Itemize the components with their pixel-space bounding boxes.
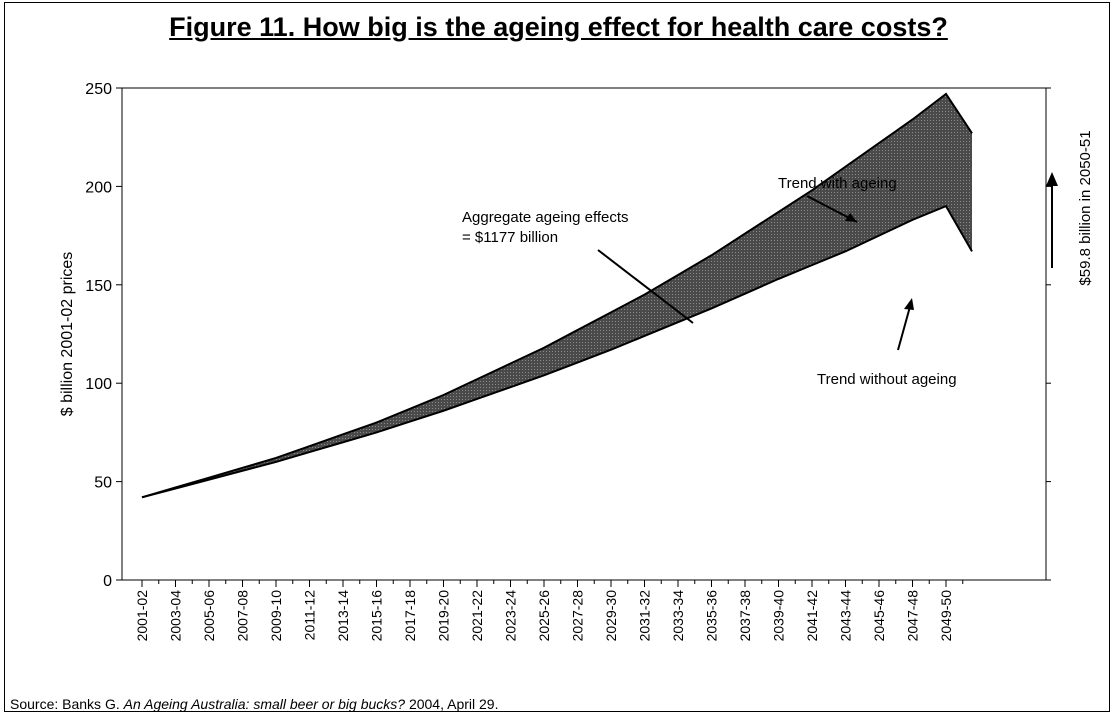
y-tick-label: 50 bbox=[94, 475, 112, 492]
x-tick-label: 2023-24 bbox=[503, 590, 519, 642]
trend-without-ageing-pointer bbox=[897, 302, 912, 351]
plot-border bbox=[121, 87, 1047, 581]
x-tick-label: 2013-14 bbox=[335, 590, 351, 642]
y-tick-label: 0 bbox=[103, 573, 112, 590]
x-tick-label: 2049-50 bbox=[938, 590, 954, 642]
y-tick-label: 250 bbox=[85, 81, 112, 98]
y-axis-title: $ billion 2001-02 prices bbox=[59, 252, 76, 417]
y-tick-label: 150 bbox=[85, 278, 112, 295]
figure-frame bbox=[4, 2, 1110, 712]
x-tick-label: 2017-18 bbox=[402, 590, 418, 642]
x-tick-label: 2015-16 bbox=[369, 590, 385, 642]
aggregate-label-line2: = $1177 billion bbox=[462, 229, 558, 246]
source-citation: Source: Banks G. An Ageing Australia: sm… bbox=[10, 696, 498, 712]
aggregate-pointer bbox=[597, 249, 694, 324]
x-tick-label: 2045-46 bbox=[871, 590, 887, 642]
x-tick-label: 2041-42 bbox=[804, 590, 820, 642]
x-tick-label: 2027-28 bbox=[570, 590, 586, 642]
x-tick-label: 2005-06 bbox=[201, 590, 217, 642]
y-tick-label: 200 bbox=[85, 179, 112, 196]
figure-title: Figure 11. How big is the ageing effect … bbox=[169, 12, 948, 42]
trend-with-ageing-label: Trend with ageing bbox=[778, 175, 897, 192]
x-tick-label: 2001-02 bbox=[134, 590, 150, 642]
x-tick-label: 2003-04 bbox=[168, 590, 184, 642]
x-tick-label: 2021-22 bbox=[469, 590, 485, 642]
series-line-without-ageing bbox=[141, 204, 973, 499]
x-tick-label: 2037-38 bbox=[737, 590, 753, 642]
x-tick-label: 2039-40 bbox=[771, 590, 787, 642]
x-tick-label: 2025-26 bbox=[536, 590, 552, 642]
x-tick-label: 2033-34 bbox=[670, 590, 686, 642]
x-tick-label: 2035-36 bbox=[704, 590, 720, 642]
aggregate-label-line1: Aggregate ageing effects bbox=[462, 209, 629, 226]
x-tick-label: 2011-12 bbox=[302, 590, 318, 641]
x-tick-label: 2031-32 bbox=[637, 590, 653, 642]
trend-with-ageing-arrowhead bbox=[845, 213, 857, 222]
series-line-with-ageing bbox=[141, 92, 973, 499]
y-tick-label: 100 bbox=[85, 376, 112, 393]
source-suffix: 2004, April 29. bbox=[405, 696, 499, 712]
x-tick-label: 2009-10 bbox=[268, 590, 284, 642]
trend-without-ageing-label: Trend without ageing bbox=[817, 371, 957, 388]
source-title: An Ageing Australia: small beer or big b… bbox=[123, 696, 406, 712]
x-tick-label: 2043-44 bbox=[838, 590, 854, 642]
x-tick-label: 2007-08 bbox=[235, 590, 251, 642]
source-prefix: Source: Banks G. bbox=[10, 696, 124, 712]
gap-arrow-head bbox=[1046, 172, 1058, 186]
x-tick-label: 2019-20 bbox=[436, 590, 452, 642]
x-tick-label: 2047-48 bbox=[905, 590, 921, 642]
trend-without-ageing-arrowhead bbox=[904, 298, 914, 310]
x-tick-label: 2029-30 bbox=[603, 590, 619, 642]
gap-label: $59.8 billion in 2050-51 bbox=[1077, 130, 1094, 285]
